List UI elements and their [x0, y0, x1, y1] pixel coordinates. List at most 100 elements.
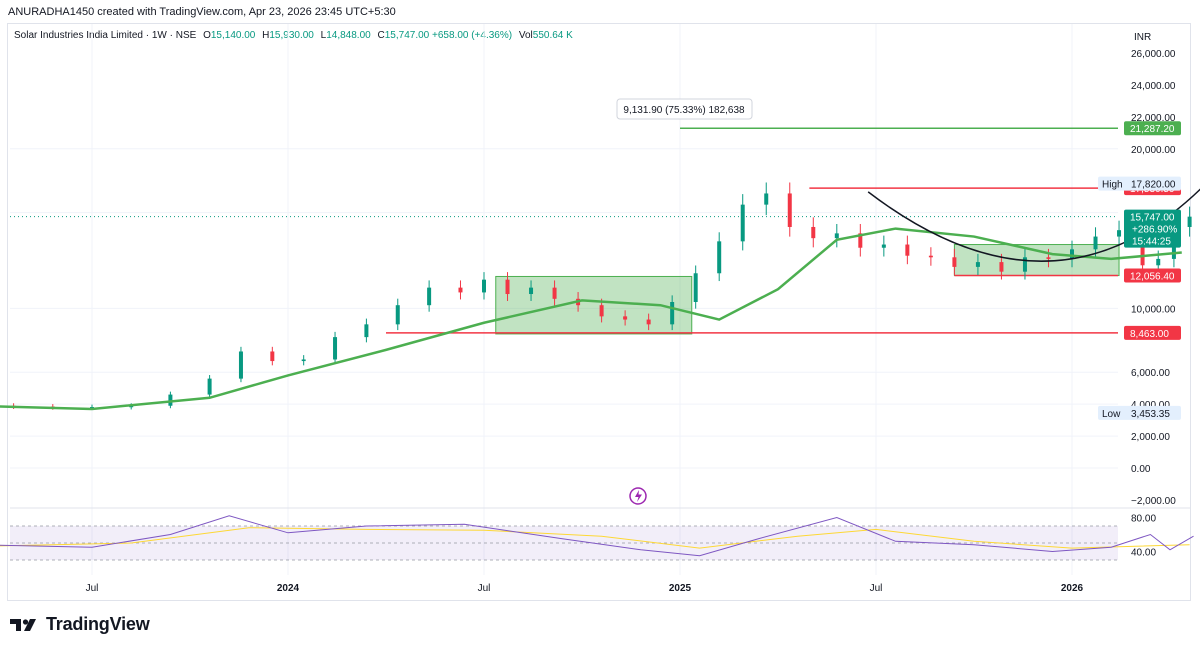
- candle-body: [670, 302, 675, 325]
- price-axis-label: 20,000.00: [1131, 145, 1176, 156]
- time-axis-label: 2025: [669, 583, 692, 594]
- candle-body: [238, 351, 243, 379]
- last-price-value: 15,747.00: [1130, 213, 1175, 224]
- price-axis-label: 6,000.00: [1131, 368, 1170, 379]
- candle-body: [646, 319, 651, 325]
- rsi-axis-label: 80.00: [1131, 514, 1156, 525]
- candle-body: [129, 405, 134, 408]
- chart-credit: ANURADHA1450 created with TradingView.co…: [8, 6, 396, 18]
- candle-body: [787, 193, 792, 227]
- close-value: 15,747.00: [384, 30, 430, 41]
- support-low-price-tag: 8,463.00: [1130, 329, 1169, 340]
- candle-body: [881, 244, 886, 248]
- candle-body: [333, 337, 338, 360]
- countdown-timer: 15:44:25: [1132, 237, 1171, 248]
- candle-body: [811, 226, 816, 239]
- alert-marker: [629, 487, 647, 505]
- candle-body: [1093, 236, 1098, 250]
- price-axis-label: 2,000.00: [1131, 432, 1170, 443]
- rsi-line: [0, 515, 1194, 557]
- candle-body: [1070, 249, 1074, 259]
- candle-body: [834, 233, 839, 239]
- time-axis-label: 2026: [1061, 583, 1084, 594]
- price-axis-label: 0.00: [1131, 464, 1151, 475]
- target-price-tag-bg: [1124, 121, 1181, 136]
- price-axis-label: 4,000.00: [1131, 400, 1170, 411]
- candle-body: [599, 305, 604, 317]
- candle-body: [458, 287, 463, 293]
- candle-body: [168, 394, 173, 406]
- close-label: C: [377, 30, 385, 41]
- high-tag-bg: [1098, 176, 1181, 191]
- rsi-ma-line: [0, 527, 1190, 549]
- candle-body: [623, 316, 628, 320]
- moving-average: [0, 227, 1182, 411]
- candle-body: [905, 244, 910, 256]
- high-tag-value: 17,820.00: [1131, 180, 1176, 191]
- symbol-title[interactable]: Solar Industries India Limited · 1W · NS…: [14, 30, 197, 41]
- change-value: +658.00 (+4.36%): [432, 30, 513, 41]
- axes: 26,000.00 24,000.00 22,000.00 20,000.00 10,0…: [86, 49, 1177, 594]
- candle-body: [1022, 257, 1027, 272]
- candle-body: [482, 279, 486, 293]
- candle-body: [928, 255, 933, 258]
- price-axis-label: −2,000.00: [1131, 496, 1176, 507]
- support-low-price-tag-bg: [1124, 325, 1181, 340]
- candle-body: [1156, 258, 1161, 266]
- high-tag-label: High: [1102, 180, 1123, 191]
- brand-name: TradingView: [46, 614, 150, 634]
- candle-body: [1046, 257, 1051, 259]
- low-tag-bg: [1098, 405, 1181, 420]
- price-axis-label: 10,000.00: [1131, 304, 1176, 315]
- rsi-axis-label: 40.00: [1131, 548, 1156, 559]
- last-price-change: +286.90%: [1132, 225, 1177, 236]
- candle-body: [1140, 230, 1145, 266]
- open-value: 15,140.00: [210, 30, 256, 41]
- time-axis-label: Jul: [870, 583, 883, 594]
- candle-body: [764, 193, 769, 205]
- rsi-pane: [0, 507, 1194, 561]
- high-value: 15,930.00: [269, 30, 314, 41]
- measure-label: 9,131.90 (75.33%) 182,638: [623, 105, 745, 116]
- measure-label-box: [616, 98, 753, 120]
- symbol-legend: Solar Industries India Limited · 1W · NS…: [14, 30, 573, 41]
- support-mid-price-tag: 12,056.40: [1130, 272, 1175, 283]
- price-axis-label: 22,000.00: [1131, 113, 1176, 124]
- candle-body: [364, 324, 369, 338]
- low-value: 14,848.00: [326, 30, 371, 41]
- candle-body: [740, 204, 745, 242]
- tradingview-logo-icon: [10, 618, 36, 631]
- candle-body: [858, 233, 863, 248]
- time-axis-label: 2024: [277, 583, 300, 594]
- open-label: O: [203, 30, 211, 41]
- price-tags: 21,287.2017,530.5012,056.408,463.00High1…: [1098, 121, 1181, 420]
- candle-body: [270, 351, 275, 362]
- time-axis-label: Jul: [86, 583, 99, 594]
- time-axis-label: Jul: [478, 583, 491, 594]
- candle-body: [427, 287, 432, 306]
- candle-body: [717, 241, 722, 274]
- volume-label: Vol: [518, 30, 533, 41]
- candle-body: [301, 359, 306, 362]
- candle-body: [529, 287, 534, 295]
- currency-label[interactable]: INR: [1134, 32, 1152, 43]
- chart-frame[interactable]: [7, 23, 1191, 601]
- measure-tool: 9,131.90 (75.33%) 182,638: [616, 98, 753, 120]
- support-mid-price-tag-bg: [1124, 268, 1181, 283]
- low-tag-value: 3,453.35: [1131, 409, 1170, 420]
- candle-body: [693, 273, 698, 302]
- low-tag-label: Low: [1102, 409, 1121, 420]
- last-price-tag-bg: [1124, 209, 1181, 248]
- tradingview-logo[interactable]: TradingView: [10, 614, 150, 635]
- candle-body: [952, 257, 957, 267]
- candle-body: [1187, 216, 1192, 227]
- low-label: L: [320, 30, 327, 41]
- horizontal-levels: [386, 127, 1118, 334]
- price-axis-label: 24,000.00: [1131, 81, 1176, 92]
- target-price-tag: 21,287.20: [1130, 124, 1175, 135]
- candle-body: [505, 279, 510, 295]
- volume-value: 550.64 K: [532, 30, 573, 41]
- price-axis-label: 26,000.00: [1131, 49, 1176, 60]
- moving-average-line: [0, 227, 1182, 411]
